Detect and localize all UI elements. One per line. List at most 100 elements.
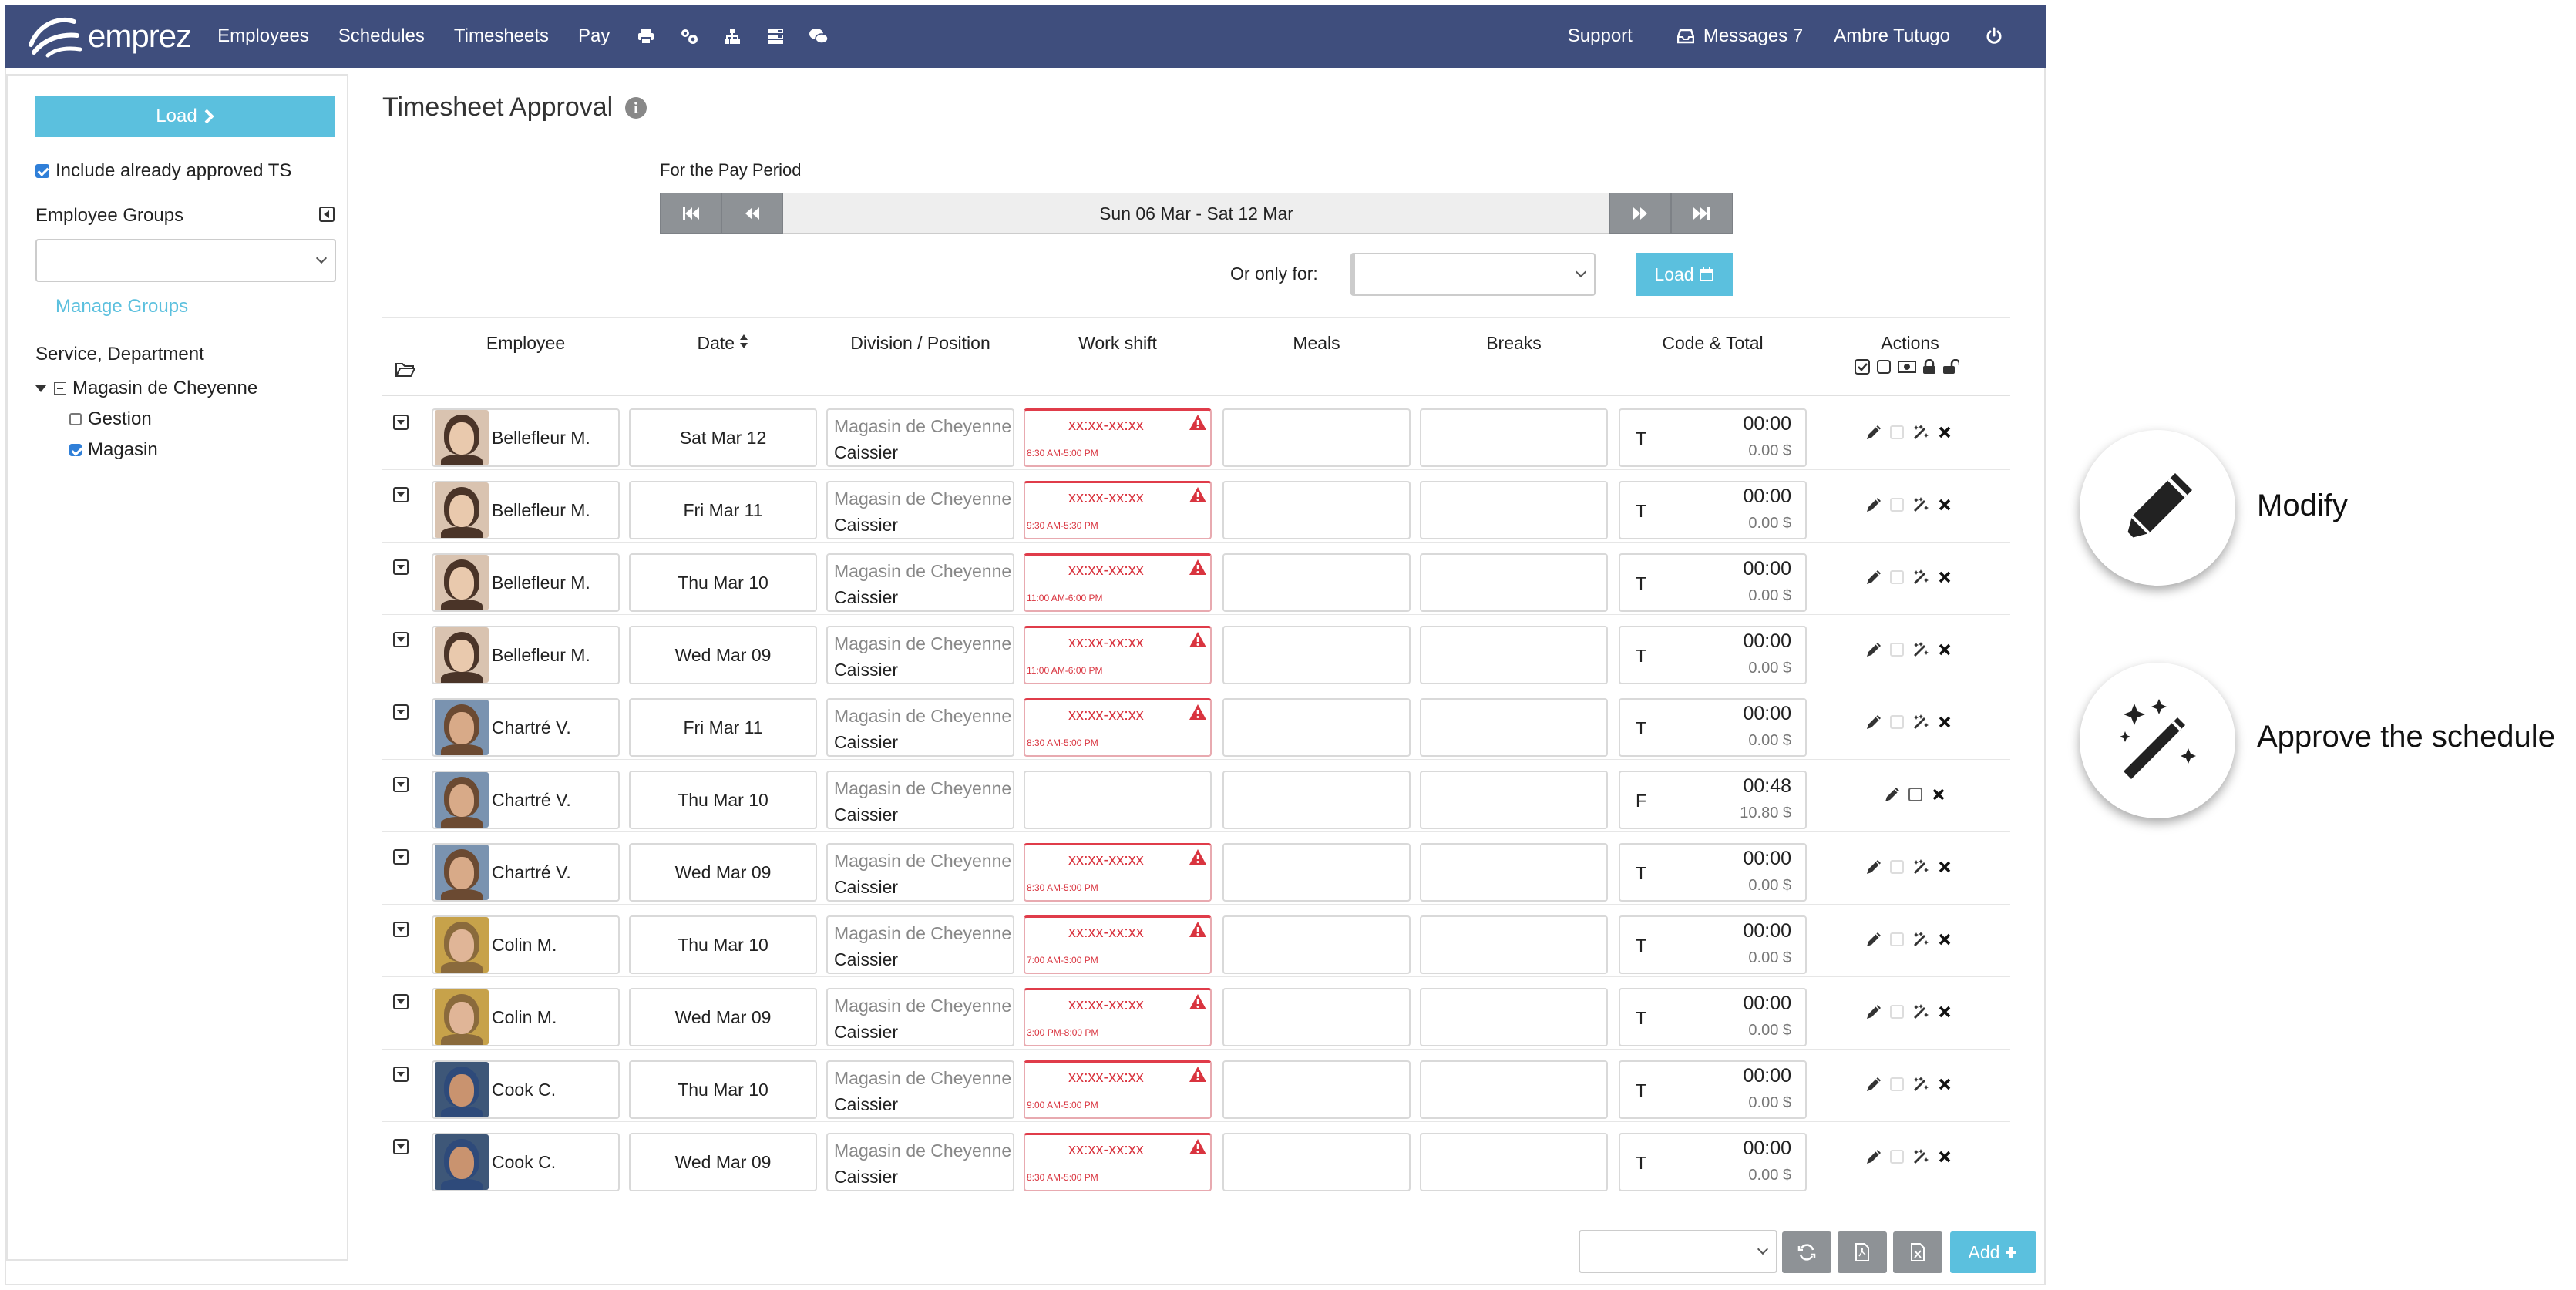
date-cell[interactable]: Fri Mar 11 bbox=[629, 481, 817, 539]
date-cell[interactable]: Thu Mar 10 bbox=[629, 771, 817, 829]
meals-cell[interactable] bbox=[1222, 771, 1411, 829]
include-approved-checkbox[interactable] bbox=[35, 164, 49, 178]
meals-cell[interactable] bbox=[1222, 1133, 1411, 1191]
folder-open-icon[interactable] bbox=[395, 361, 416, 378]
nav-timesheets[interactable]: Timesheets bbox=[453, 25, 550, 46]
lock-icon[interactable] bbox=[1922, 359, 1936, 375]
next-period-button[interactable] bbox=[1609, 193, 1671, 234]
meals-cell[interactable] bbox=[1222, 1060, 1411, 1119]
expand-row-icon[interactable] bbox=[393, 1139, 409, 1154]
close-icon[interactable] bbox=[1930, 786, 1947, 803]
meals-cell[interactable] bbox=[1222, 988, 1411, 1046]
magic-wand-icon[interactable] bbox=[1912, 1148, 1929, 1165]
division-position-cell[interactable]: Magasin de Cheyenne Caissier bbox=[826, 553, 1014, 612]
breaks-cell[interactable] bbox=[1420, 1133, 1608, 1191]
employee-cell[interactable]: Colin M. bbox=[432, 915, 620, 974]
work-shift-cell[interactable]: xx:xx-xx:xx 11:00 AM-6:00 PM bbox=[1024, 553, 1212, 612]
close-icon[interactable] bbox=[1936, 931, 1953, 948]
work-shift-cell[interactable]: xx:xx-xx:xx 8:30 AM-5:00 PM bbox=[1024, 843, 1212, 902]
employee-cell[interactable]: Colin M. bbox=[432, 988, 620, 1046]
pencil-icon[interactable] bbox=[1865, 1076, 1882, 1093]
approve-checkbox[interactable] bbox=[1890, 1077, 1904, 1091]
tree-item-magasin[interactable]: Magasin bbox=[69, 439, 158, 461]
tree-item-gestion[interactable]: Gestion bbox=[69, 408, 152, 430]
close-icon[interactable] bbox=[1936, 1003, 1953, 1020]
work-shift-cell[interactable]: xx:xx-xx:xx 11:00 AM-6:00 PM bbox=[1024, 626, 1212, 684]
magic-wand-icon[interactable] bbox=[1912, 931, 1929, 948]
expand-row-icon[interactable] bbox=[393, 849, 409, 865]
square-icon[interactable] bbox=[1876, 359, 1892, 375]
header-date[interactable]: Date bbox=[629, 333, 817, 354]
code-total-cell[interactable]: T 00:00 0.00 $ bbox=[1619, 698, 1807, 757]
breaks-cell[interactable] bbox=[1420, 626, 1608, 684]
code-total-cell[interactable]: T 00:00 0.00 $ bbox=[1619, 915, 1807, 974]
employee-cell[interactable]: Bellefleur M. bbox=[432, 481, 620, 539]
division-position-cell[interactable]: Magasin de Cheyenne Caissier bbox=[826, 698, 1014, 757]
pencil-icon[interactable] bbox=[1865, 931, 1882, 948]
division-position-cell[interactable]: Magasin de Cheyenne Caissier bbox=[826, 915, 1014, 974]
include-approved-row[interactable]: Include already approved TS bbox=[35, 160, 291, 182]
work-shift-cell[interactable]: xx:xx-xx:xx 8:30 AM-5:00 PM bbox=[1024, 1133, 1212, 1191]
org-chart-icon[interactable] bbox=[722, 26, 742, 46]
magic-wand-icon[interactable] bbox=[1912, 1003, 1929, 1020]
meals-cell[interactable] bbox=[1222, 698, 1411, 757]
expand-row-icon[interactable] bbox=[393, 487, 409, 502]
close-icon[interactable] bbox=[1936, 858, 1953, 875]
pencil-icon[interactable] bbox=[1865, 714, 1882, 731]
close-icon[interactable] bbox=[1936, 714, 1953, 731]
magic-wand-icon[interactable] bbox=[1912, 714, 1929, 731]
date-cell[interactable]: Wed Mar 09 bbox=[629, 988, 817, 1046]
division-position-cell[interactable]: Magasin de Cheyenne Caissier bbox=[826, 771, 1014, 829]
pencil-icon[interactable] bbox=[1865, 858, 1882, 875]
expand-row-icon[interactable] bbox=[393, 415, 409, 430]
approve-checkbox[interactable] bbox=[1890, 932, 1904, 946]
nav-pay[interactable]: Pay bbox=[578, 25, 610, 46]
meals-cell[interactable] bbox=[1222, 408, 1411, 467]
approve-checkbox[interactable] bbox=[1890, 1150, 1904, 1164]
code-total-cell[interactable]: F 00:48 10.80 $ bbox=[1619, 771, 1807, 829]
print-icon[interactable] bbox=[636, 26, 656, 46]
only-for-select[interactable] bbox=[1350, 253, 1596, 296]
work-shift-cell[interactable]: xx:xx-xx:xx 9:30 AM-5:30 PM bbox=[1024, 481, 1212, 539]
tree-root[interactable]: Magasin de Cheyenne bbox=[35, 378, 257, 399]
list-icon[interactable] bbox=[765, 26, 785, 46]
refresh-button[interactable] bbox=[1782, 1231, 1831, 1273]
nav-employees[interactable]: Employees bbox=[217, 25, 309, 46]
date-cell[interactable]: Thu Mar 10 bbox=[629, 1060, 817, 1119]
brand[interactable]: emprez bbox=[26, 14, 192, 59]
code-total-cell[interactable]: T 00:00 0.00 $ bbox=[1619, 1133, 1807, 1191]
date-cell[interactable]: Wed Mar 09 bbox=[629, 1133, 817, 1191]
pencil-icon[interactable] bbox=[1865, 641, 1882, 658]
employee-cell[interactable]: Bellefleur M. bbox=[432, 553, 620, 612]
power-icon[interactable] bbox=[1984, 26, 2004, 46]
meals-cell[interactable] bbox=[1222, 843, 1411, 902]
caret-down-icon[interactable] bbox=[35, 385, 46, 392]
approve-checkbox[interactable] bbox=[1890, 425, 1904, 439]
pencil-icon[interactable] bbox=[1884, 786, 1901, 803]
breaks-cell[interactable] bbox=[1420, 553, 1608, 612]
date-cell[interactable]: Sat Mar 12 bbox=[629, 408, 817, 467]
division-position-cell[interactable]: Magasin de Cheyenne Caissier bbox=[826, 626, 1014, 684]
code-total-cell[interactable]: T 00:00 0.00 $ bbox=[1619, 553, 1807, 612]
approve-checkbox[interactable] bbox=[1890, 570, 1904, 584]
magic-wand-icon[interactable] bbox=[1912, 424, 1929, 441]
employee-cell[interactable]: Chartré V. bbox=[432, 771, 620, 829]
close-icon[interactable] bbox=[1936, 641, 1953, 658]
unlock-icon[interactable] bbox=[1942, 359, 1959, 375]
work-shift-cell[interactable]: xx:xx-xx:xx 8:30 AM-5:00 PM bbox=[1024, 698, 1212, 757]
add-button[interactable]: Add bbox=[1950, 1231, 2036, 1273]
magic-wand-icon[interactable] bbox=[1912, 641, 1929, 658]
approve-checkbox[interactable] bbox=[1890, 715, 1904, 729]
gestion-checkbox[interactable] bbox=[69, 413, 82, 425]
employee-cell[interactable]: Chartré V. bbox=[432, 698, 620, 757]
magic-wand-icon[interactable] bbox=[1912, 858, 1929, 875]
nav-messages[interactable]: Messages 7 bbox=[1703, 25, 1804, 46]
work-shift-cell[interactable]: xx:xx-xx:xx 9:00 AM-5:00 PM bbox=[1024, 1060, 1212, 1119]
expand-row-icon[interactable] bbox=[393, 1067, 409, 1082]
code-total-cell[interactable]: T 00:00 0.00 $ bbox=[1619, 481, 1807, 539]
employee-groups-select[interactable] bbox=[35, 239, 336, 282]
employee-cell[interactable]: Bellefleur M. bbox=[432, 408, 620, 467]
magic-wand-icon[interactable] bbox=[1912, 496, 1929, 513]
breaks-cell[interactable] bbox=[1420, 698, 1608, 757]
info-icon[interactable]: i bbox=[625, 96, 647, 119]
